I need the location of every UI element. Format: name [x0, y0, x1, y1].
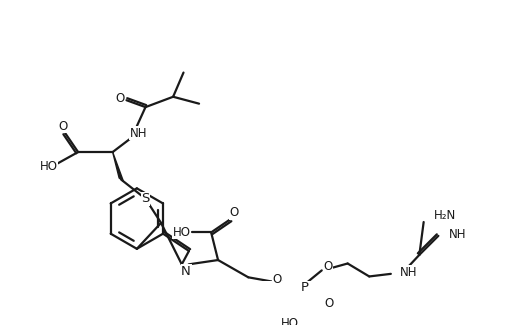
Text: S: S [141, 192, 150, 205]
Text: O: O [323, 260, 332, 273]
Polygon shape [113, 152, 124, 181]
Text: O: O [230, 206, 239, 219]
Text: HO: HO [173, 226, 191, 239]
Text: O: O [272, 273, 282, 286]
Text: HO: HO [281, 317, 299, 325]
Text: N: N [181, 265, 191, 278]
Text: HO: HO [40, 160, 58, 173]
Text: NH: NH [130, 126, 147, 139]
Text: NH: NH [449, 227, 466, 240]
Text: P: P [301, 281, 308, 294]
Text: O: O [59, 120, 68, 133]
Text: NH: NH [400, 266, 417, 279]
Text: H₂N: H₂N [434, 209, 456, 222]
Text: O: O [324, 297, 333, 310]
Text: O: O [115, 92, 124, 105]
